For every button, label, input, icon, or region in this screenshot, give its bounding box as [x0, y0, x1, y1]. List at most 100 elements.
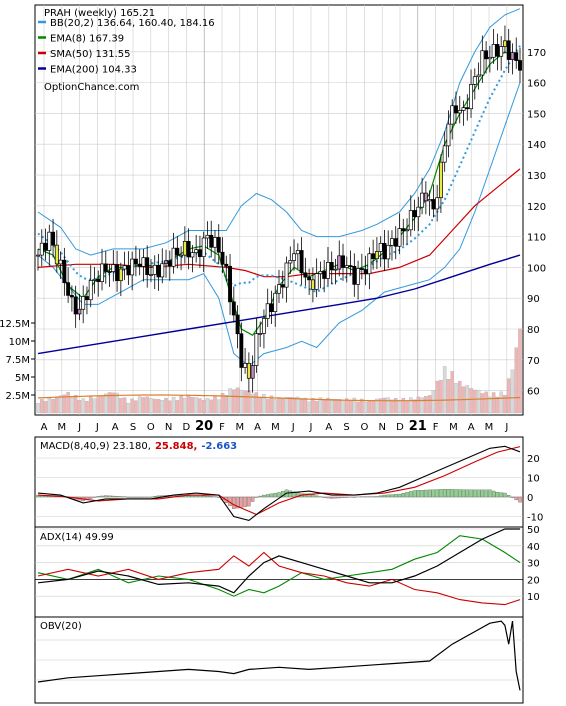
volume-bar	[322, 399, 326, 414]
candle-body	[518, 60, 522, 71]
candle-body	[359, 268, 364, 270]
macd-hist-bar	[104, 495, 108, 498]
volume-bar	[431, 390, 436, 414]
volume-bar	[43, 401, 48, 414]
adx-tick-label: 10	[527, 592, 540, 603]
candle-body	[371, 253, 376, 260]
month-label: F	[433, 422, 439, 433]
month-label: M	[235, 422, 244, 433]
candle-body	[85, 296, 89, 301]
legend: BB(20,2) 136.64, 160.40, 184.16 EMA(8) 16…	[38, 18, 215, 76]
adx-tick-label: 50	[527, 525, 540, 536]
volume-bar	[201, 400, 206, 414]
volume-bar	[130, 398, 134, 414]
adx-axis-ticks: 50 40 30 20 10	[527, 525, 540, 603]
candle-body	[36, 254, 40, 257]
adx-tick-label: 30	[527, 559, 540, 570]
volume-bar	[243, 390, 247, 414]
month-label: J	[77, 422, 81, 433]
candle-body	[295, 250, 300, 255]
volume-bar	[250, 393, 255, 414]
candle-body	[420, 192, 425, 208]
price-tick-label: 110	[527, 233, 546, 244]
price-tick-label: 60	[527, 387, 540, 398]
candle-body	[107, 271, 112, 273]
candle-body	[476, 74, 481, 78]
price-tick-label: 90	[527, 294, 540, 305]
macd-hist-bar	[247, 496, 251, 507]
macd-hist-bar	[409, 491, 413, 498]
volume-bar	[265, 399, 270, 414]
candle-body	[220, 251, 225, 265]
macd-hist-bar	[476, 489, 481, 498]
legend-label: SMA(50) 131.55	[50, 49, 131, 60]
volume-bar	[171, 397, 176, 414]
macd-hist-bar	[461, 489, 466, 498]
watermark: OptionChance.com	[44, 82, 139, 93]
volume-bar	[401, 398, 406, 414]
adx-line	[37, 528, 520, 594]
month-label: 20	[195, 419, 213, 434]
volume-bar	[333, 399, 338, 414]
volume-bar	[216, 399, 221, 414]
macd-hist-bar	[473, 489, 477, 498]
macd-axis-ticks: 20 10 0 -10	[527, 454, 543, 524]
macd-hist-bar	[186, 495, 191, 498]
month-label: M	[57, 422, 66, 433]
volume-bar	[348, 400, 353, 414]
price-tick-label: 130	[527, 171, 546, 182]
volume-bar	[469, 388, 473, 414]
month-label: A	[325, 422, 332, 433]
macd-hist-bar	[277, 492, 281, 498]
minus-di-line	[37, 551, 521, 606]
volume-bar	[314, 400, 319, 414]
candle-body	[205, 234, 210, 239]
candle-body	[348, 265, 353, 267]
candle-body	[261, 318, 266, 334]
candle-body	[228, 265, 232, 303]
volume-bar	[356, 401, 360, 414]
volume-bar	[149, 397, 153, 414]
volume-bar	[360, 398, 364, 414]
candle-body	[51, 231, 56, 246]
month-label: 21	[409, 419, 427, 434]
volume-bar	[435, 380, 439, 414]
macd-hist-bar	[465, 489, 470, 498]
volume-bar	[104, 393, 108, 414]
volume-bar	[81, 398, 85, 414]
macd-hist-value: -2.663	[201, 441, 237, 452]
candle-body	[363, 269, 368, 275]
volume-bar	[424, 396, 428, 414]
volume-axis-ticks: 12.5M 10M 7.5M 5M 2.5M	[0, 319, 35, 402]
macd-hist-bar	[115, 496, 119, 498]
candle-body	[126, 265, 131, 276]
macd-hist-bar	[145, 496, 149, 498]
volume-bar	[427, 395, 432, 414]
price-series	[36, 8, 522, 393]
candle-body	[303, 272, 308, 278]
month-label: O	[360, 422, 368, 433]
macd-hist-bar	[149, 496, 153, 498]
candle-body	[442, 145, 447, 163]
volume-bar	[326, 397, 330, 414]
month-label: A	[112, 422, 119, 433]
volume-bar	[288, 397, 293, 414]
volume-bar	[281, 398, 285, 414]
month-label: J	[95, 422, 99, 433]
candle-body	[487, 56, 492, 60]
macd-hist-bar	[273, 492, 277, 498]
volume-bar	[457, 380, 462, 414]
volume-bar	[450, 371, 454, 414]
price-tick-label: 80	[527, 325, 540, 336]
candle-body	[435, 197, 440, 210]
volume-bar	[484, 391, 488, 414]
volume-bar	[446, 379, 451, 414]
candle-body	[288, 260, 293, 264]
candle-body	[499, 46, 504, 57]
volume-bar	[307, 401, 311, 414]
macd-hist-bar	[450, 489, 454, 498]
candle-body	[186, 240, 191, 258]
price-tick-label: 170	[527, 48, 546, 59]
macd-hist-bar	[424, 489, 428, 498]
